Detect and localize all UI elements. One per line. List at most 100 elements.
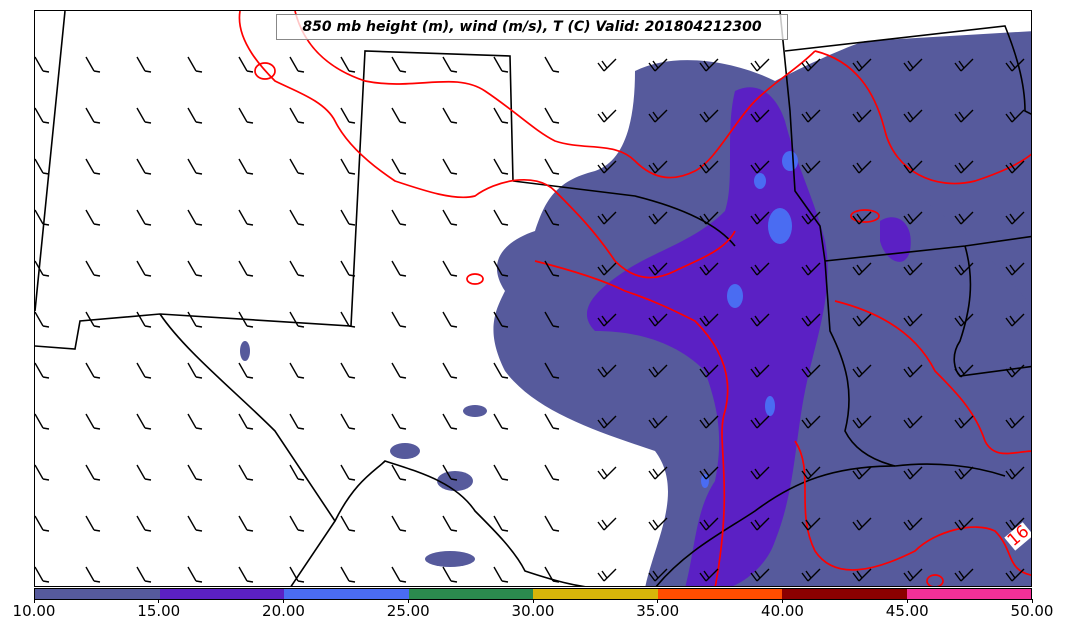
wind-barb [35,56,50,73]
wind-barb [289,515,305,532]
wind-barb [750,364,770,378]
wind-barb [442,107,458,124]
wind-barb [187,515,203,532]
wind-barb [801,466,821,480]
wind-barb [699,262,719,276]
wind-barb [35,515,50,532]
wind-barb [35,566,50,583]
wind-barb [238,464,254,481]
wind-barb [699,109,719,123]
political-borders [35,11,1031,586]
wind-barb [289,158,305,175]
wind-barb [493,362,509,379]
colorbar-tick [532,599,534,603]
wind-barb [597,262,617,276]
wind-barb [699,313,719,327]
wind-barb [954,415,974,429]
wind-barb [544,311,560,328]
wind-barb [648,568,668,582]
wind-barb [597,517,617,531]
wind-barb [289,464,305,481]
wind-barb [903,517,923,531]
wind-barb [35,158,50,175]
colorbar-tick-label: 15.00 [137,602,181,620]
wind-barb [903,415,923,429]
wind-barb [85,362,101,379]
wind-barb [85,464,101,481]
wind-barb [1005,262,1025,276]
wind-barb [35,209,50,226]
wind-barb [442,413,458,430]
wind-barb [136,515,152,532]
wind-barb [85,158,101,175]
wind-barb [493,464,509,481]
wind-barb [238,413,254,430]
wind-barb [136,260,152,277]
map-panel: 16 [34,10,1032,587]
wind-barb [340,413,356,430]
wind-barb [699,160,719,174]
wind-barb [750,415,770,429]
wind-barb [699,211,719,225]
colorbar-tick-label: 40.00 [761,602,804,620]
wind-barb [750,160,770,174]
wind-barb [340,464,356,481]
wind-barb [238,362,254,379]
wind-barb [852,568,872,582]
wind-barb [801,364,821,378]
wind-barb [35,260,50,277]
wind-barb [136,413,152,430]
wind-barb [187,362,203,379]
wind-barb [648,58,668,72]
wind-barb [699,58,719,72]
wind-barb [391,566,407,583]
colorbar-tick [33,599,35,603]
wind-barb [801,568,821,582]
wind-barb [85,566,101,583]
wind-barb [544,158,560,175]
wind-barb [238,56,254,73]
wind-barb [493,566,509,583]
wind-barb [1005,466,1025,480]
wind-barb [852,109,872,123]
wind-barb [340,158,356,175]
wind-barb [597,415,617,429]
wind-barb [903,313,923,327]
wind-barb [136,209,152,226]
wind-barb [238,158,254,175]
wind-barb [238,260,254,277]
wind-barb [544,413,560,430]
wind-barb [750,466,770,480]
wind-barb [903,211,923,225]
wind-barb [187,158,203,175]
wind-barb [136,158,152,175]
wind-barb [442,260,458,277]
wind-barb [289,566,305,583]
wind-barbs [35,56,1025,583]
wind-barb [493,260,509,277]
wind-barb [648,211,668,225]
wind-barb [648,262,668,276]
wind-barb [699,517,719,531]
wind-barb [1005,415,1025,429]
colorbar-tick-label: 25.00 [386,602,430,620]
wind-barb [238,209,254,226]
wind-barb [648,466,668,480]
wind-barb [289,260,305,277]
wind-barb [852,58,872,72]
wind-barb [903,262,923,276]
colorbar-segment [408,589,533,599]
wind-barb [136,464,152,481]
wind-barb [699,466,719,480]
wind-barb [238,566,254,583]
wind-barb [801,211,821,225]
wind-barb [648,109,668,123]
wind-barb [954,109,974,123]
wind-barb [852,160,872,174]
wind-barb [187,464,203,481]
wind-barb [597,466,617,480]
wind-barb [238,515,254,532]
wind-barb [750,568,770,582]
wind-barb [1005,58,1025,72]
wind-barb [391,260,407,277]
